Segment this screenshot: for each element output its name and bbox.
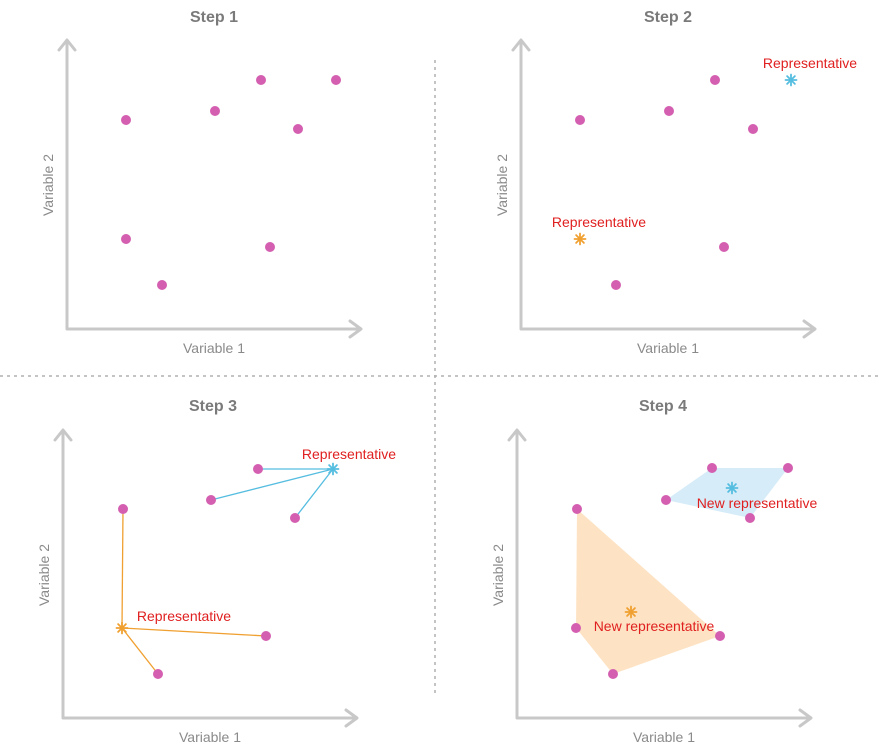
data-point bbox=[719, 242, 729, 252]
data-point bbox=[715, 631, 725, 641]
panel-4-axes bbox=[515, 430, 812, 720]
data-point bbox=[331, 75, 341, 85]
data-point bbox=[206, 495, 216, 505]
blue-cluster-connectors bbox=[210, 468, 334, 519]
asterisk-stroke bbox=[727, 483, 737, 493]
new-representative-label: New representative bbox=[697, 495, 818, 511]
data-point bbox=[210, 106, 220, 116]
data-point bbox=[572, 504, 582, 514]
panel-2-title: Step 2 bbox=[644, 9, 692, 26]
panel-2-y-arrowhead bbox=[511, 38, 531, 52]
panel-1-y-label: Variable 2 bbox=[40, 154, 56, 216]
data-point bbox=[256, 75, 266, 85]
asterisk-stroke bbox=[328, 464, 338, 474]
asterisk-icon bbox=[115, 621, 129, 635]
asterisk-icon bbox=[784, 73, 798, 87]
connector-line bbox=[121, 508, 124, 629]
asterisk-icon bbox=[573, 232, 587, 246]
data-point bbox=[783, 463, 793, 473]
panel-step-3: Step 3 Variable 1 Variable 2 Representat… bbox=[36, 398, 396, 745]
connector-line bbox=[294, 468, 334, 519]
panel-3-y-label: Variable 2 bbox=[36, 544, 52, 606]
data-point bbox=[710, 75, 720, 85]
panel-1-x-arrowhead bbox=[348, 319, 363, 339]
panel-2-x-label: Variable 1 bbox=[637, 340, 699, 356]
panel-4-x-label: Variable 1 bbox=[633, 729, 695, 745]
connector-line bbox=[121, 627, 267, 637]
panel-4-x-arrowhead bbox=[798, 708, 813, 728]
panel-step-2: Step 2 Variable 1 Variable 2 Representat… bbox=[494, 9, 857, 356]
data-point bbox=[153, 669, 163, 679]
data-point bbox=[575, 115, 585, 125]
panel-step-4: Step 4 Variable 1 Variable 2 New represe… bbox=[490, 398, 818, 745]
representative-label: Representative bbox=[552, 214, 646, 230]
data-point bbox=[121, 115, 131, 125]
data-point bbox=[157, 280, 167, 290]
asterisk-stroke bbox=[786, 75, 796, 85]
asterisk-icon bbox=[326, 462, 340, 476]
data-point bbox=[253, 464, 263, 474]
panel-4-y-arrowhead bbox=[507, 428, 527, 442]
data-point bbox=[608, 669, 618, 679]
panel-3-title: Step 3 bbox=[189, 398, 237, 415]
data-point bbox=[571, 623, 581, 633]
data-point bbox=[293, 124, 303, 134]
asterisk-icon bbox=[624, 605, 638, 619]
panel-step-1: Step 1 Variable 1 Variable 2 bbox=[40, 9, 363, 356]
representative-label: Representative bbox=[302, 446, 396, 462]
blue-cluster-hull bbox=[666, 468, 788, 518]
data-point bbox=[661, 495, 671, 505]
panel-4-title: Step 4 bbox=[639, 398, 687, 415]
data-point bbox=[745, 513, 755, 523]
panel-2-y-label: Variable 2 bbox=[494, 154, 510, 216]
data-point bbox=[121, 234, 131, 244]
representative-label: Representative bbox=[137, 608, 231, 624]
asterisk-stroke bbox=[117, 623, 127, 633]
asterisk-icon bbox=[725, 481, 739, 495]
panel-4-y-label: Variable 2 bbox=[490, 544, 506, 606]
panel-2-axes bbox=[519, 40, 816, 331]
new-representative-label: New representative bbox=[594, 618, 715, 634]
data-point bbox=[261, 631, 271, 641]
data-point bbox=[118, 504, 128, 514]
asterisk-stroke bbox=[575, 234, 585, 244]
panel-1-x-label: Variable 1 bbox=[183, 340, 245, 356]
data-point bbox=[290, 513, 300, 523]
connector-line bbox=[121, 627, 159, 675]
panel-1-title: Step 1 bbox=[190, 9, 238, 26]
orange-cluster-connectors bbox=[121, 508, 267, 675]
representative-label: Representative bbox=[763, 55, 857, 71]
panel-3-x-label: Variable 1 bbox=[179, 729, 241, 745]
connector-line bbox=[210, 468, 334, 501]
data-point bbox=[748, 124, 758, 134]
data-point bbox=[664, 106, 674, 116]
panel-1-axes bbox=[65, 40, 362, 331]
panel-3-axes bbox=[61, 430, 358, 720]
panel-3-x-arrowhead bbox=[344, 708, 359, 728]
data-point bbox=[707, 463, 717, 473]
data-point bbox=[265, 242, 275, 252]
panel-2-x-arrowhead bbox=[802, 319, 817, 339]
orange-cluster-hull bbox=[576, 509, 720, 674]
asterisk-stroke bbox=[626, 607, 636, 617]
panel-1-y-arrowhead bbox=[57, 38, 77, 52]
panel-3-y-arrowhead bbox=[53, 428, 73, 442]
data-point bbox=[611, 280, 621, 290]
